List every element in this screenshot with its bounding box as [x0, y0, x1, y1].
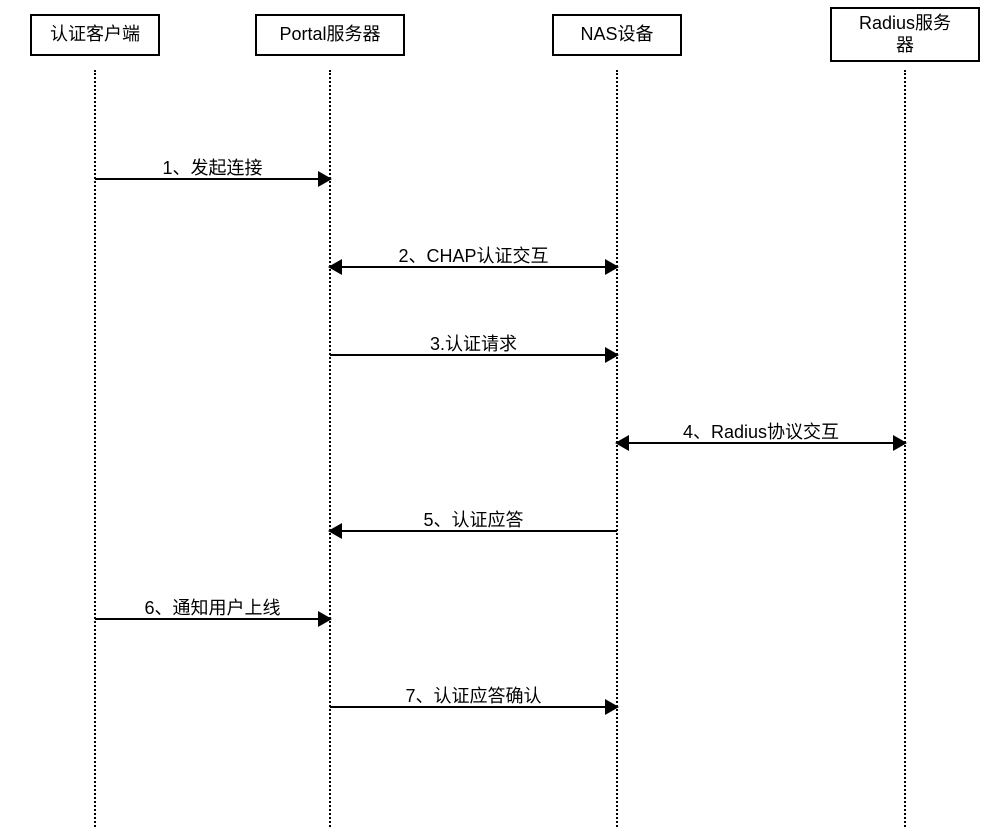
message-label: 7、认证应答确认	[405, 686, 541, 706]
arrow-line	[95, 618, 330, 620]
participant-label: Radius服务 器	[859, 13, 951, 56]
message-4: 4、Radius协议交互	[617, 420, 905, 450]
arrow-line	[617, 442, 905, 444]
arrow-line	[330, 530, 617, 532]
participant-label: 认证客户端	[50, 24, 140, 46]
message-7: 7、认证应答确认	[330, 684, 617, 714]
message-label: 3.认证请求	[430, 334, 517, 354]
message-2: 2、CHAP认证交互	[330, 244, 617, 274]
message-6: 6、通知用户上线	[95, 596, 330, 626]
message-label: 2、CHAP认证交互	[398, 246, 548, 266]
message-3: 3.认证请求	[330, 332, 617, 362]
arrow-head-right-icon	[318, 171, 332, 187]
message-1: 1、发起连接	[95, 156, 330, 186]
arrow-line	[330, 706, 617, 708]
message-label: 5、认证应答	[423, 510, 523, 530]
arrow-head-right-icon	[605, 347, 619, 363]
participant-nas: NAS设备	[552, 14, 682, 56]
message-label: 6、通知用户上线	[144, 598, 280, 618]
arrow-head-left-icon	[615, 435, 629, 451]
arrow-head-right-icon	[605, 699, 619, 715]
arrow-head-right-icon	[318, 611, 332, 627]
participant-portal: Portal服务器	[255, 14, 405, 56]
arrow-head-left-icon	[328, 259, 342, 275]
participant-radius: Radius服务 器	[830, 7, 980, 62]
arrow-line	[330, 266, 617, 268]
arrow-head-right-icon	[605, 259, 619, 275]
participant-client: 认证客户端	[30, 14, 160, 56]
participant-label: NAS设备	[580, 24, 653, 46]
arrow-head-right-icon	[893, 435, 907, 451]
arrow-line	[95, 178, 330, 180]
arrow-head-left-icon	[328, 523, 342, 539]
message-label: 1、发起连接	[162, 158, 262, 178]
message-5: 5、认证应答	[330, 508, 617, 538]
participant-label: Portal服务器	[279, 24, 380, 46]
message-label: 4、Radius协议交互	[683, 422, 839, 442]
sequence-diagram: 认证客户端 Portal服务器 NAS设备 Radius服务 器 1、发起连接 …	[0, 0, 1000, 827]
arrow-line	[330, 354, 617, 356]
